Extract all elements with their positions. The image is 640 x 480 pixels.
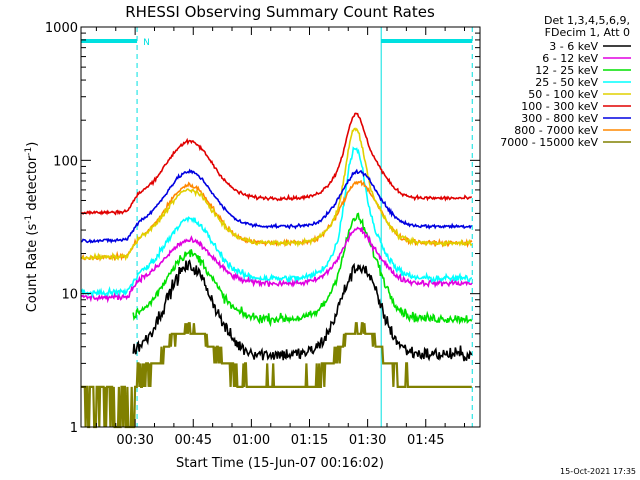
timestamp: 15-Oct-2021 17:35 [560, 467, 636, 476]
legend-header: FDecim 1, Att 0 [545, 26, 630, 39]
series-line [132, 212, 473, 328]
saa-layer: N [81, 27, 473, 427]
series-line [132, 259, 473, 362]
legend-entry-label: 12 - 25 keV [535, 64, 598, 77]
x-tick-label: 01:45 [407, 433, 444, 448]
y-axis-label: Count Rate (s-1 detector-1) [24, 142, 40, 313]
y-tick-label: 10 [61, 288, 78, 303]
night-marker-label: N [143, 38, 150, 48]
chart-title: RHESSI Observing Summary Count Rates [125, 3, 435, 21]
series-layer [80, 112, 473, 429]
legend-header: Det 1,3,4,5,6,9, [544, 14, 630, 27]
legend-entry-label: 25 - 50 keV [535, 76, 598, 89]
x-tick-label: 01:15 [291, 433, 328, 448]
x-tick-label: 00:45 [175, 433, 212, 448]
series-line [80, 112, 472, 216]
x-tick-label: 01:00 [233, 433, 270, 448]
series-line [80, 127, 473, 262]
series-line [80, 146, 473, 299]
x-tick-label: 00:30 [116, 433, 153, 448]
legend-entry-label: 6 - 12 keV [542, 52, 598, 65]
x-axis-label: Start Time (15-Jun-07 00:16:02) [176, 456, 384, 471]
legend: Det 1,3,4,5,6,9,FDecim 1, Att 03 - 6 keV… [500, 14, 631, 149]
series-line [81, 322, 472, 429]
y-tick-label: 100 [53, 154, 78, 169]
legend-entry-label: 100 - 300 keV [521, 100, 598, 113]
legend-entry-label: 50 - 100 keV [528, 88, 598, 101]
legend-entry-label: 800 - 7000 keV [514, 124, 598, 137]
x-tick-label: 01:30 [349, 433, 386, 448]
series-line [80, 226, 473, 304]
legend-entry-label: 7000 - 15000 keV [500, 136, 598, 149]
y-tick-label: 1000 [45, 21, 78, 36]
series-line [80, 168, 472, 244]
y-tick-label: 1 [70, 421, 78, 436]
legend-entry-label: 300 - 800 keV [521, 112, 598, 125]
legend-entry-label: 3 - 6 keV [549, 40, 598, 53]
plot-frame [80, 26, 481, 428]
axis-layer: 00:30 00:45 01:00 01:15 01:30 01:45 1 10 100 1000 [45, 21, 480, 448]
